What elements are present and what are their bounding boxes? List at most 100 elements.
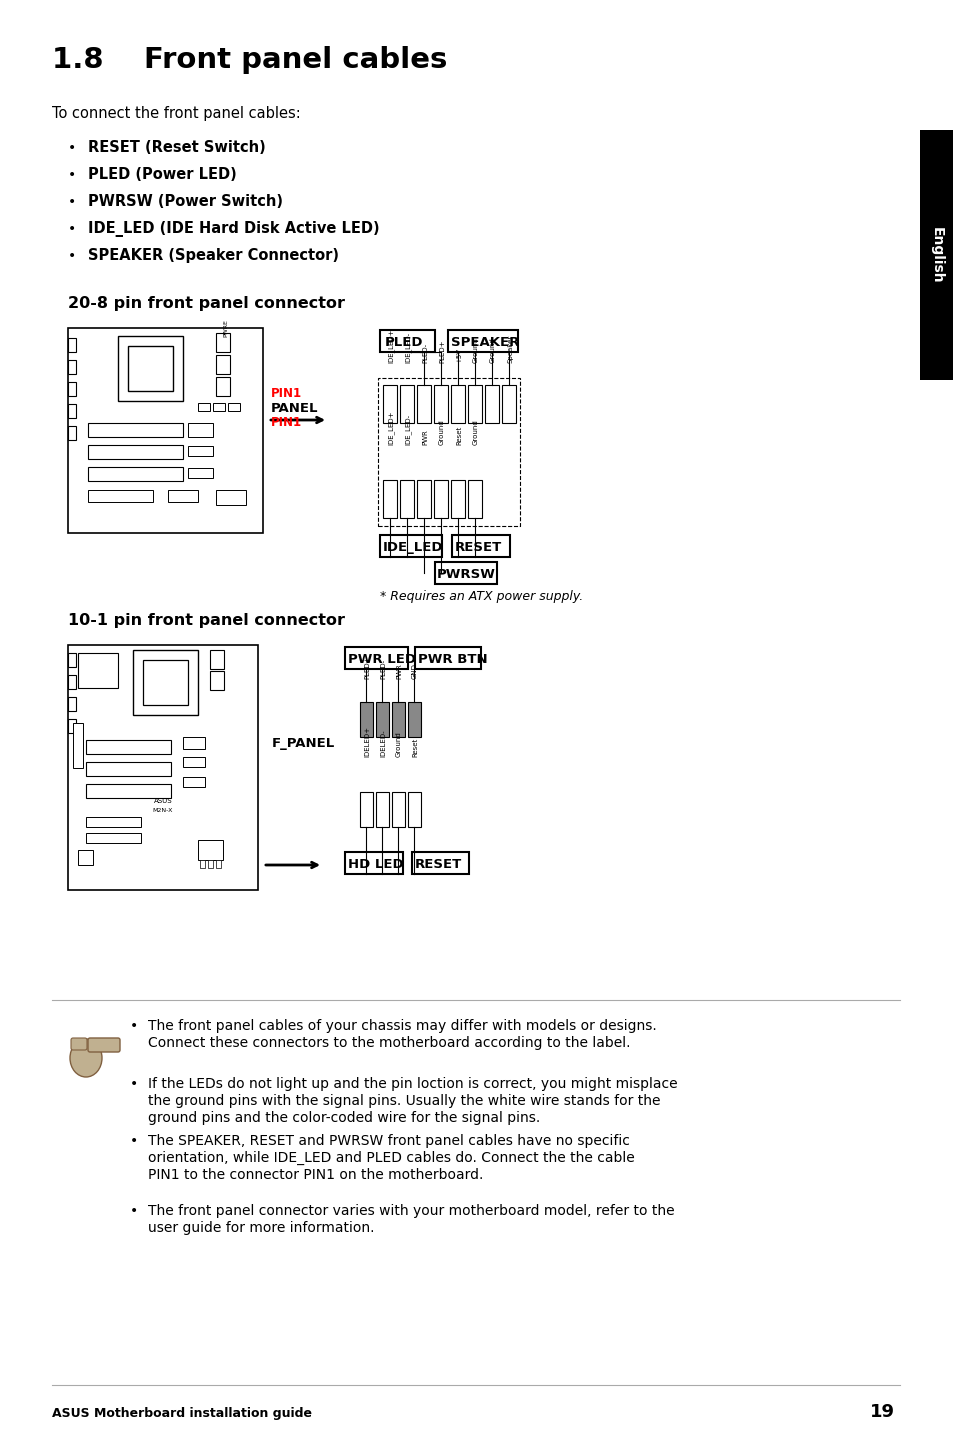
Text: the ground pins with the signal pins. Usually the white wire stands for the: the ground pins with the signal pins. Us… (148, 1094, 659, 1109)
Bar (143, 660, 188, 705)
Text: To connect the front panel cables:: To connect the front panel cables: (52, 106, 300, 121)
Bar (188, 467, 213, 477)
Bar (451, 385, 464, 423)
Bar (228, 403, 240, 411)
Text: M2N-X: M2N-X (152, 808, 173, 812)
Bar (200, 860, 205, 869)
Bar (68, 674, 76, 689)
Bar (88, 490, 152, 502)
Bar (415, 647, 480, 669)
Bar (68, 653, 76, 667)
FancyBboxPatch shape (71, 1038, 87, 1050)
Bar (88, 423, 183, 437)
Text: •: • (130, 1204, 138, 1218)
Text: •: • (68, 196, 76, 209)
Text: PWRE: PWRE (223, 319, 228, 336)
Text: Ground: Ground (490, 338, 496, 362)
Bar (408, 792, 420, 827)
Ellipse shape (70, 1040, 102, 1077)
Bar (118, 336, 183, 401)
Bar (78, 653, 118, 687)
Text: IDE_LED+: IDE_LED+ (387, 328, 394, 362)
Bar (451, 480, 464, 518)
Bar (215, 334, 230, 352)
Text: F_PANEL: F_PANEL (272, 738, 335, 751)
Text: orientation, while IDE_LED and PLED cables do. Connect the the cable: orientation, while IDE_LED and PLED cabl… (148, 1150, 634, 1165)
Text: Ground: Ground (473, 338, 478, 362)
Bar (86, 817, 141, 827)
Text: ASUS Motherboard installation guide: ASUS Motherboard installation guide (52, 1406, 312, 1419)
Bar (215, 377, 230, 395)
Bar (86, 741, 171, 754)
Bar (198, 403, 210, 411)
Text: English: English (929, 227, 943, 283)
Bar (392, 792, 405, 827)
Text: ground pins and the color-coded wire for the signal pins.: ground pins and the color-coded wire for… (148, 1112, 539, 1125)
Text: PWR LED: PWR LED (348, 653, 416, 666)
Bar (379, 535, 441, 557)
Bar (86, 784, 171, 798)
FancyBboxPatch shape (88, 1038, 120, 1053)
Bar (434, 480, 448, 518)
Text: IDE_LED: IDE_LED (382, 541, 443, 554)
Bar (375, 792, 389, 827)
Bar (434, 385, 448, 423)
Bar (452, 535, 510, 557)
Text: * Requires an ATX power supply.: * Requires an ATX power supply. (379, 590, 582, 603)
Bar (68, 697, 76, 710)
Text: The SPEAKER, RESET and PWRSW front panel cables have no specific: The SPEAKER, RESET and PWRSW front panel… (148, 1135, 629, 1148)
Text: SPEAKER (Speaker Connector): SPEAKER (Speaker Connector) (88, 247, 338, 263)
Bar (408, 702, 420, 738)
Bar (412, 851, 469, 874)
Text: PANEL: PANEL (271, 403, 318, 416)
Text: PLED-: PLED- (379, 659, 386, 679)
Bar (88, 467, 183, 480)
Bar (183, 777, 205, 787)
Text: •: • (68, 249, 76, 263)
Text: •: • (68, 221, 76, 236)
Bar (377, 378, 519, 526)
Text: The front panel connector varies with your motherboard model, refer to the: The front panel connector varies with yo… (148, 1204, 674, 1218)
Text: GND: GND (412, 663, 417, 679)
Bar (448, 329, 517, 352)
Bar (416, 480, 431, 518)
Text: Ground: Ground (395, 732, 401, 756)
Text: HD LED: HD LED (348, 858, 403, 871)
Bar (382, 385, 396, 423)
Text: ASUS: ASUS (153, 798, 172, 804)
Bar (188, 423, 213, 437)
Bar (68, 719, 76, 733)
Text: IDE_LED+: IDE_LED+ (387, 410, 394, 444)
Text: Ground: Ground (473, 420, 478, 444)
Bar (68, 646, 257, 890)
Bar (416, 385, 431, 423)
Text: IDELED+: IDELED+ (364, 726, 370, 756)
Text: IDE_LED-: IDE_LED- (404, 332, 411, 362)
Bar (210, 650, 224, 669)
Text: PWR: PWR (395, 663, 401, 679)
Bar (88, 444, 183, 459)
Text: •: • (130, 1020, 138, 1032)
Text: •: • (130, 1077, 138, 1091)
Bar (168, 490, 198, 502)
Text: IDELED-: IDELED- (379, 729, 386, 756)
Bar (68, 404, 76, 418)
Bar (128, 347, 172, 391)
Text: 20-8 pin front panel connector: 20-8 pin front panel connector (68, 296, 345, 311)
Text: PIN1: PIN1 (271, 387, 302, 400)
Bar (484, 385, 498, 423)
Text: 1.8    Front panel cables: 1.8 Front panel cables (52, 46, 447, 73)
Text: PWR: PWR (421, 430, 428, 444)
Bar (399, 385, 414, 423)
Bar (68, 338, 76, 352)
Bar (435, 562, 497, 584)
Bar (382, 480, 396, 518)
Text: IDE_LED-: IDE_LED- (404, 414, 411, 444)
Bar (345, 851, 402, 874)
Text: SPEAKER: SPEAKER (451, 336, 518, 349)
Bar (399, 480, 414, 518)
Text: RESET (Reset Switch): RESET (Reset Switch) (88, 139, 266, 155)
Text: +5V: +5V (456, 348, 461, 362)
Text: •: • (68, 141, 76, 155)
Bar (345, 647, 408, 669)
